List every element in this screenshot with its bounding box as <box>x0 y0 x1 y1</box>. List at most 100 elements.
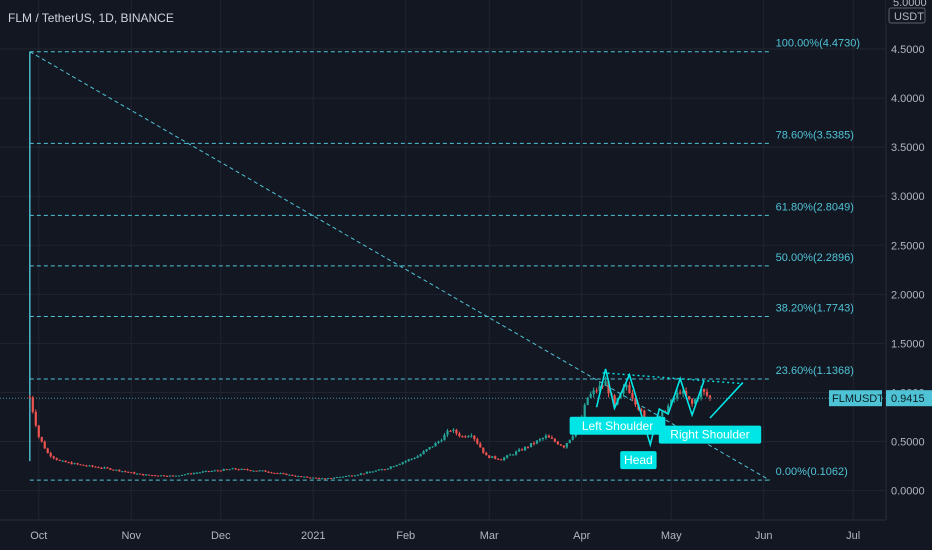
candle-body <box>458 433 461 437</box>
candle-body <box>625 384 628 388</box>
candle-body <box>309 477 312 479</box>
x-tick-label: Feb <box>396 530 415 542</box>
candle-body <box>106 467 109 469</box>
candle-body <box>76 463 79 465</box>
x-tick-label: Apr <box>573 530 590 542</box>
candle-body <box>497 458 500 460</box>
candle-body <box>431 446 434 448</box>
candle-body <box>315 477 318 479</box>
candle-body <box>127 471 130 473</box>
candle-body <box>679 392 682 394</box>
candle-body <box>261 470 264 472</box>
y-tick-label: 1.5000 <box>891 338 925 350</box>
candle-body <box>237 469 240 471</box>
candle-body <box>583 404 586 417</box>
annotation-label: Head <box>624 453 653 467</box>
candle-body <box>70 462 73 465</box>
candle-body <box>380 469 383 471</box>
candle-body <box>464 436 467 438</box>
candle-body <box>94 466 97 468</box>
candle-body <box>130 472 133 474</box>
currency-unit-box[interactable] <box>888 7 926 24</box>
candle-body <box>255 470 258 472</box>
candle-body <box>559 444 562 446</box>
candle-body <box>440 440 443 442</box>
candle-body <box>607 381 610 394</box>
candle-body <box>73 463 76 465</box>
candle-body <box>631 393 634 399</box>
candle-body <box>383 469 386 471</box>
candle-body <box>58 459 61 461</box>
candle-body <box>350 475 354 477</box>
candle-body <box>398 463 401 465</box>
candle-body <box>443 434 446 441</box>
candle-body <box>303 476 306 478</box>
annotation-label-bg <box>620 451 657 470</box>
candle-body <box>91 465 94 467</box>
chart-title: FLM / TetherUS, 1D, BINANCE <box>8 11 174 25</box>
candle-body <box>225 469 228 471</box>
pattern-breakout-line <box>709 382 744 419</box>
currency-box-bg <box>886 0 932 24</box>
price-axis-top-tick: 5.0000 <box>893 0 927 9</box>
candle-body <box>327 478 330 480</box>
annotation-label: Right Shoulder <box>670 428 749 442</box>
candle-body <box>252 470 255 472</box>
candle-body <box>291 474 294 476</box>
candle-body <box>699 389 703 398</box>
candle-body <box>139 473 142 475</box>
candle-body <box>213 470 216 472</box>
candle-body <box>61 460 64 462</box>
candle-body <box>67 462 70 464</box>
currency-unit: USDT <box>894 11 924 23</box>
candle-body <box>503 457 506 461</box>
candle-body <box>365 471 369 474</box>
x-tick-label: May <box>661 530 682 542</box>
candle-body <box>401 462 404 464</box>
candle-body <box>702 389 706 392</box>
candle-body <box>389 466 392 469</box>
candle-body <box>673 398 676 400</box>
candle-body <box>523 446 527 451</box>
candle-body <box>556 441 559 445</box>
candle-body <box>115 469 118 471</box>
candle-body <box>267 471 270 473</box>
candle-body <box>470 435 473 437</box>
candle-body <box>428 447 431 450</box>
fib-level-label: 100.00%(4.4730) <box>776 38 860 50</box>
candle-body <box>482 447 485 453</box>
candle-body <box>148 474 151 476</box>
candle-body <box>28 397 31 399</box>
price-tag-value: 0.9415 <box>891 393 925 405</box>
candle-body <box>285 473 288 476</box>
candle-body <box>46 448 49 454</box>
candle-body <box>416 456 419 458</box>
candle-body <box>488 455 491 458</box>
candle-body <box>386 468 389 470</box>
candle-body <box>249 470 252 472</box>
candle-body <box>476 439 479 444</box>
candle-body <box>461 436 464 438</box>
candle-body <box>446 430 449 435</box>
candle-body <box>643 410 646 418</box>
candle-body <box>494 456 497 459</box>
candle-body <box>177 475 181 477</box>
candle-body <box>512 454 515 456</box>
candle-body <box>586 397 589 405</box>
candle-body <box>362 473 366 475</box>
candle-body <box>40 436 43 442</box>
candle-body <box>520 449 524 451</box>
x-tick-label: Jun <box>755 530 773 542</box>
candle-body <box>413 457 416 459</box>
candle-body <box>207 470 210 472</box>
candle-body <box>162 475 166 477</box>
fib-level-label: 61.80%(2.8049) <box>776 201 854 213</box>
candle-body <box>341 476 345 478</box>
candle-body <box>118 469 121 472</box>
candle-body <box>288 474 291 476</box>
candle-body <box>598 385 601 392</box>
candle-body <box>222 469 225 471</box>
candle-body <box>189 473 193 475</box>
